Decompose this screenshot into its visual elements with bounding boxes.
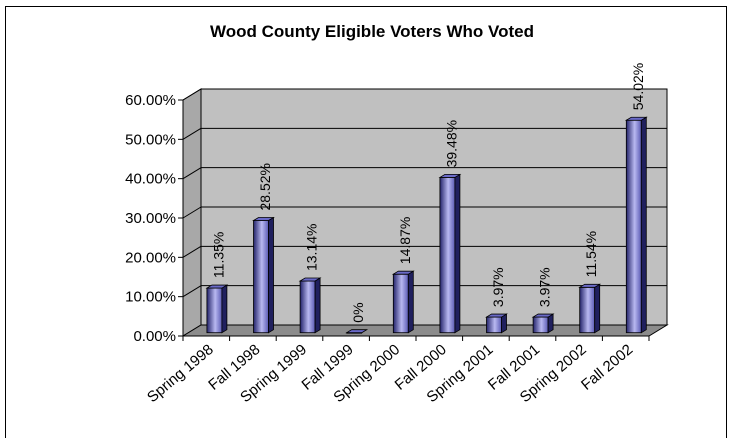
data-label: 39.48% <box>443 120 459 167</box>
bar <box>299 280 316 334</box>
bar-top <box>578 283 602 288</box>
bar-side <box>640 116 647 334</box>
bar-side <box>594 283 601 334</box>
data-label: 0% <box>350 302 366 322</box>
bar <box>532 316 549 334</box>
x-tick-label: Spring 1998 <box>144 341 217 406</box>
bar <box>206 287 223 334</box>
bar <box>579 286 596 334</box>
bar <box>625 119 642 334</box>
gridline-side <box>182 206 202 219</box>
bar-chart: Wood County Eligible Voters Who Voted 0.… <box>125 22 669 406</box>
y-tick-label: 20.00% <box>125 249 176 266</box>
bar-top <box>438 174 462 178</box>
data-label: 14.87% <box>397 217 413 264</box>
data-label: 3.97% <box>537 267 553 307</box>
bar-side <box>314 277 321 334</box>
chart-frame: Wood County Eligible Voters Who Voted 0.… <box>5 6 727 438</box>
y-tick-label: 60.00% <box>125 92 176 109</box>
data-label: 11.35% <box>210 232 226 278</box>
bar <box>439 177 456 334</box>
data-label: 28.52% <box>257 163 273 210</box>
bar-top <box>298 277 322 282</box>
gridline-side <box>182 167 202 180</box>
bar-top <box>391 270 415 275</box>
bar-side <box>407 270 414 334</box>
bar <box>486 316 502 334</box>
bar-top <box>485 313 508 318</box>
bar <box>392 273 409 334</box>
data-label: 13.14% <box>304 224 320 271</box>
y-tick-label: 40.00% <box>125 171 176 188</box>
y-tick-label: 10.00% <box>125 289 176 306</box>
data-label: 3.97% <box>490 267 506 307</box>
gridline-side <box>182 88 202 101</box>
y-tick-label: 50.00% <box>125 131 176 148</box>
gridline-side <box>182 127 202 140</box>
bar-top <box>531 313 555 318</box>
data-label: 54.02% <box>630 63 646 110</box>
chart-title: Wood County Eligible Voters Who Voted <box>210 22 534 41</box>
plot-area: 0.00% 10.00% 20.00% 30.00% 40.00% 50.00% 60.00… <box>125 63 669 406</box>
bar-top <box>252 217 275 221</box>
bar-top <box>624 116 648 121</box>
gridline-side <box>182 245 202 258</box>
bar-side <box>268 216 274 334</box>
gridline-side <box>182 285 202 298</box>
bar <box>253 220 269 334</box>
bar-top <box>205 284 229 289</box>
y-tick-label: 30.00% <box>125 210 176 227</box>
bar-side <box>221 284 228 334</box>
bar-top <box>345 329 369 334</box>
x-tick-label: Fall 2002 <box>578 341 636 394</box>
y-tick-label: 0.00% <box>133 328 176 345</box>
bar-side <box>454 173 461 334</box>
data-label: 11.54% <box>583 231 599 277</box>
